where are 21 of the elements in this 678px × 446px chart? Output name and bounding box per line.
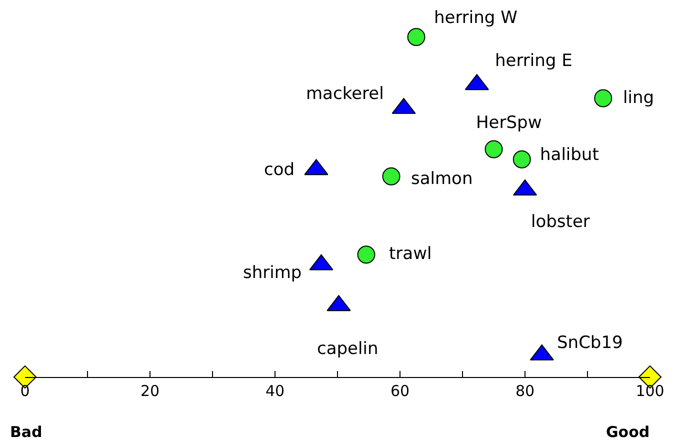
annotation: halibut (540, 145, 600, 165)
x-tick-label: 60 (390, 382, 410, 400)
annotation: SnCb19 (557, 333, 623, 353)
annotation: capelin (317, 339, 378, 359)
annotation: lobster (531, 212, 590, 232)
x-tick-label: 40 (265, 382, 285, 400)
x-tick-label: 80 (515, 382, 535, 400)
annotation: cod (264, 160, 295, 180)
x-tick-label: 20 (140, 382, 160, 400)
x-tick-label: 0 (20, 382, 30, 400)
text: Bad (10, 423, 42, 441)
annotation: mackerel (306, 84, 384, 104)
annotation: trawl (389, 244, 432, 264)
annotation: salmon (411, 169, 473, 189)
annotation: shrimp (243, 263, 302, 283)
annotation: herring W (434, 8, 518, 28)
annotation: herring E (495, 51, 572, 71)
annotation: HerSpw (476, 113, 542, 133)
x-tick-label: 100 (636, 382, 664, 400)
annotation: ling (623, 88, 654, 108)
text: Good (606, 423, 650, 441)
